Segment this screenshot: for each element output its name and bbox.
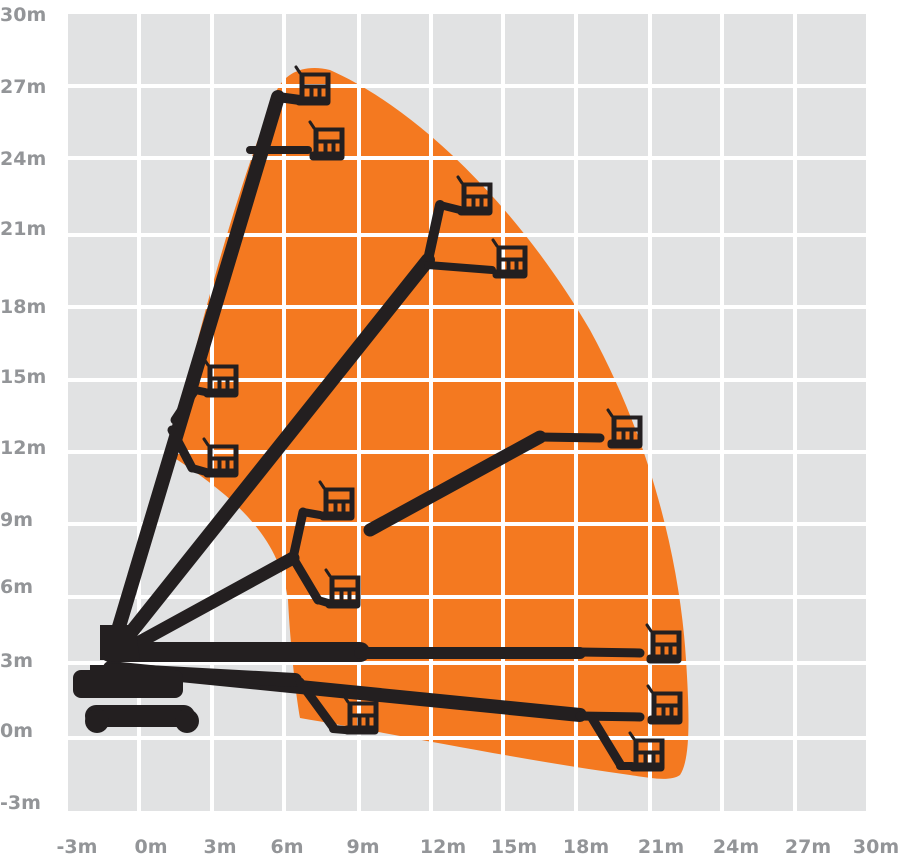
y-tick-6: 6m	[0, 576, 34, 598]
boom-mid-extended	[363, 408, 644, 537]
y-tick-21: 21m	[0, 218, 47, 240]
x-tick-12: 12m	[419, 836, 467, 858]
y-tick-24: 24m	[0, 148, 47, 170]
boom-mid-high	[118, 175, 529, 647]
boom-upper-retracted	[167, 357, 240, 479]
grid-lines-horizontal	[68, 84, 866, 740]
x-tick-9: 9m	[346, 836, 380, 858]
x-tick-0: 0m	[134, 836, 168, 858]
y-tick-30: 30m	[0, 4, 47, 26]
y-tick-15: 15m	[0, 366, 47, 388]
x-tick-24: 24m	[712, 836, 760, 858]
x-tick-30: 30m	[852, 836, 900, 858]
x-tick-6: 6m	[270, 836, 304, 858]
x-tick-3: 3m	[203, 836, 237, 858]
x-tick-neg3: -3m	[56, 836, 98, 858]
x-tick-27: 27m	[784, 836, 832, 858]
x-tick-21: 21m	[637, 836, 685, 858]
boom-horizontal	[100, 623, 683, 665]
y-tick-9: 9m	[0, 509, 34, 531]
x-tick-18: 18m	[562, 836, 610, 858]
boom-max-height	[108, 65, 332, 647]
machine-silhouettes	[73, 65, 684, 773]
y-tick-18: 18m	[0, 296, 47, 318]
machine-base	[73, 625, 199, 733]
x-tick-15: 15m	[490, 836, 538, 858]
y-tick-0: 0m	[0, 720, 34, 742]
boom-mid-retracted	[118, 480, 362, 657]
y-tick-27: 27m	[0, 76, 47, 98]
boom-max-height-jib-level	[246, 120, 346, 162]
y-tick-12: 12m	[0, 437, 47, 459]
y-tick-3: 3m	[0, 650, 34, 672]
y-tick-neg3: -3m	[0, 792, 41, 814]
